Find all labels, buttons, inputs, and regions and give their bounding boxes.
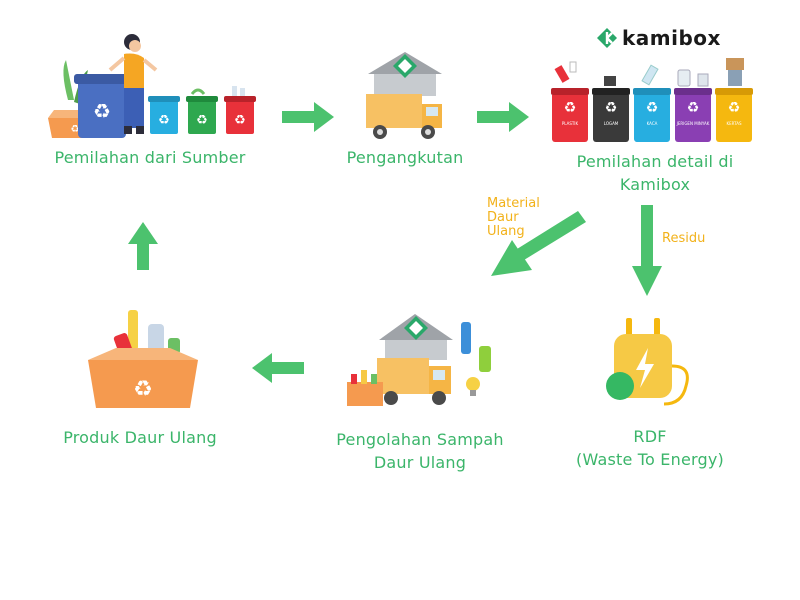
step-rdf-label-line2: (Waste To Energy)	[576, 450, 724, 469]
product-box-illustration: ♻	[88, 310, 198, 408]
arrow-up-icon	[128, 222, 158, 270]
svg-text:♻: ♻	[196, 113, 208, 128]
transport-truck-illustration	[366, 52, 442, 139]
rdf-plug-illustration	[606, 318, 689, 406]
material-daur-ulang-label: Material Daur Ulang	[487, 196, 540, 239]
processing-illustration	[347, 314, 491, 406]
step-detail-label-line2: Kamibox	[619, 175, 691, 194]
step-product-label: Produk Daur Ulang	[63, 428, 217, 447]
bin-kertas: ♻ KERTAS	[715, 88, 753, 142]
kamibox-logo: kamibox	[596, 26, 721, 50]
svg-text:♻: ♻	[234, 113, 246, 128]
step-processing-label-line1: Pengolahan Sampah	[336, 430, 504, 449]
arrow-down-icon	[632, 205, 662, 296]
step-transport-label: Pengangkutan	[346, 148, 464, 167]
step-source-label: Pemilahan dari Sumber	[54, 148, 246, 167]
svg-text:♻: ♻	[71, 124, 80, 135]
arrow-diagonal-icon	[491, 211, 586, 276]
svg-text:♻: ♻	[93, 99, 111, 123]
kamibox-bins-illustration	[554, 58, 744, 87]
bin-label: LOGAM	[603, 121, 619, 126]
arrow-left-icon	[252, 353, 304, 383]
bin-label: PLASTIK	[561, 121, 579, 126]
bin-kaca: ♻ KACA	[633, 88, 671, 142]
bin-jerigen-minyak: ♻ JERIGEN MINYAK	[674, 88, 712, 142]
residu-label: Residu	[662, 231, 706, 246]
bin-label: JERIGEN MINYAK	[676, 121, 710, 126]
bin-label: KACA	[646, 121, 658, 126]
brand-name: kamibox	[622, 26, 721, 50]
svg-text:♻: ♻	[133, 377, 153, 402]
step-detail-label-line1: Pemilahan detail di	[576, 152, 734, 171]
kamibox-bin-row: ♻ PLASTIK ♻ LOGAM ♻ KACA ♻ JERIGEN MINYAK ♻ K…	[551, 88, 753, 142]
step-rdf-label-line1: RDF	[633, 427, 667, 446]
kamibox-logo-icon	[597, 28, 617, 48]
bin-plastik: ♻ PLASTIK	[551, 88, 589, 142]
bin-label: KERTAS	[726, 121, 742, 126]
step-processing-label-line2: Daur Ulang	[373, 453, 467, 472]
arrow-right-icon	[282, 102, 334, 132]
arrow-right-icon	[477, 102, 529, 132]
svg-text:♻: ♻	[158, 113, 170, 128]
bin-logam: ♻ LOGAM	[592, 88, 630, 142]
source-sorting-illustration: ♻ ♻ ♻ ♻ ♻	[48, 34, 256, 138]
